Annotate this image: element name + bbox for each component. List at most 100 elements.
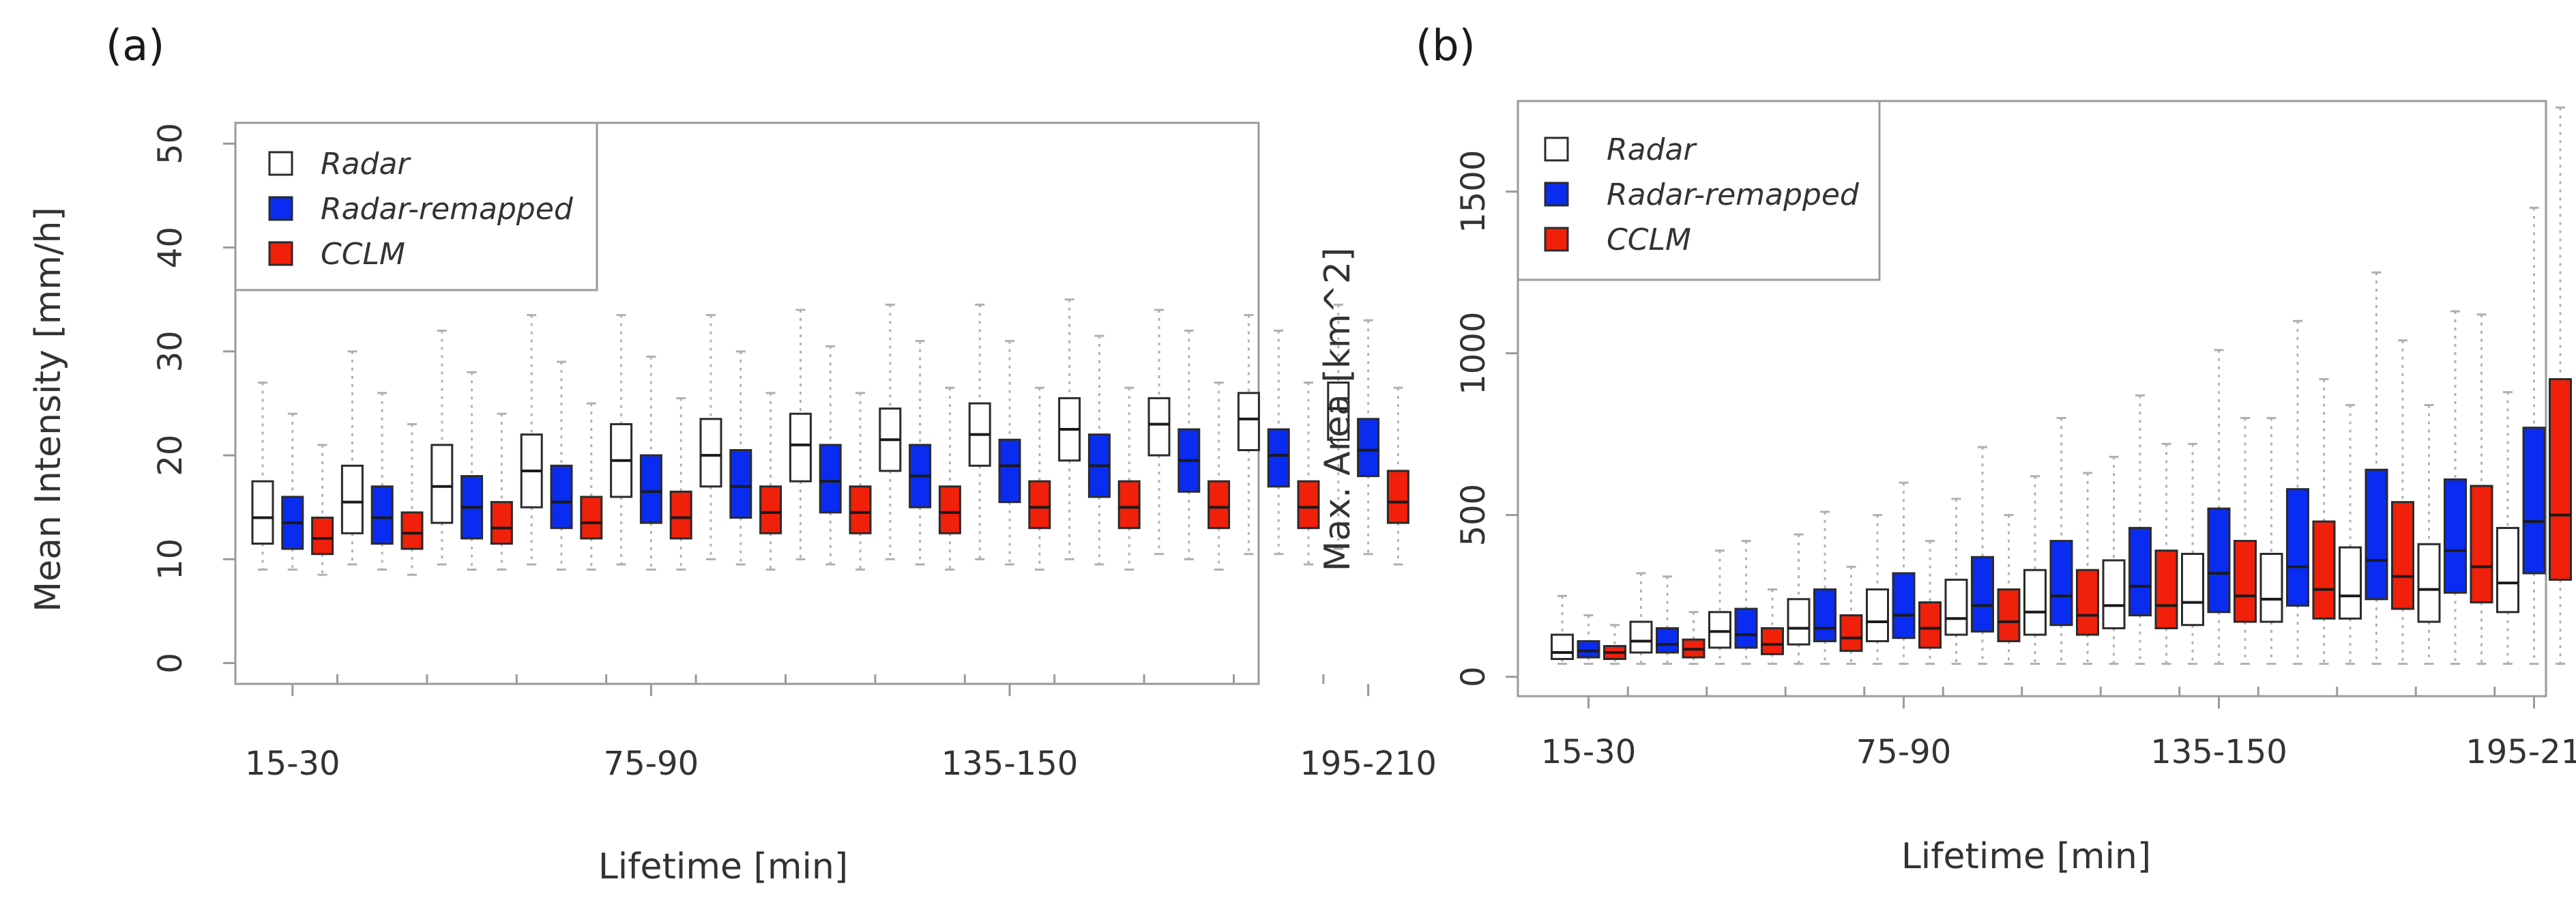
box-iqr [430,444,454,524]
box-iqr [1866,588,1889,642]
panel-a-box-cclm-3 [580,402,603,571]
panel-b-box-cclm-1 [1682,611,1706,665]
panel-a-box-radar-8 [968,303,991,560]
box-iqr [251,480,274,545]
box-iqr [2444,478,2467,594]
panel-a-letter: (a) [106,20,164,70]
panel-b-legend-label-radar: Radar [1607,132,1697,167]
box-iqr [1971,556,1994,633]
panel-b-box-radar-remapped-4 [1892,481,1916,665]
box-iqr [1629,620,1653,654]
panel-a-y-axis: 0 10 20 30 40 50 [151,123,237,674]
panel-a-box-cclm-12 [1386,386,1409,566]
panel-b-box-radar-remapped-8 [2207,349,2231,665]
panel-a-x-tick-label: 195-210 [1300,745,1437,783]
panel-b-x-axis: 15-30 75-90 135-150 195-210 [1541,687,2576,771]
box-iqr [1839,614,1863,652]
panel-a-box-cclm-9 [1117,386,1141,571]
panel-a-x-tick-label: 75-90 [604,745,699,783]
panel-b-box-radar-3 [1787,533,1811,665]
panel-b-box-radar-10 [2339,403,2362,665]
box-iqr [2339,546,2362,620]
box-iqr [550,464,573,530]
panel-a-box-radar-remapped-1 [370,392,394,571]
panel-a-legend-swatch-radar-remapped [268,196,293,221]
box-iqr [1944,578,1968,636]
box-iqr [2417,543,2441,623]
box-iqr [729,449,752,519]
panel-a-box-radar-remapped-9 [1087,334,1111,566]
box-iqr [669,490,692,540]
panel-b-box-radar-5 [1944,498,1968,665]
panel-b-box-radar-remapped-9 [2286,319,2309,665]
panel-a-box-radar-2 [430,329,454,566]
panel-a-x-tick-label: 135-150 [941,745,1079,783]
panel-a-box-radar-4 [610,314,633,566]
panel-b-y-tick-label: 500 [1454,484,1493,547]
panel-b-box-radar-8 [2181,442,2204,665]
panel-b-box-cclm-3 [1839,565,1863,665]
box-iqr [2102,559,2126,629]
box-iqr [938,485,961,534]
box-iqr [2470,485,2493,604]
panel-b-legend-label-cclm: CCLM [1607,223,1691,257]
panel-a-x-axis: 15-30 75-90 135-150 195-210 [245,674,1437,783]
box-iqr [2365,468,2388,601]
panel-a-box-radar-12 [1327,303,1350,550]
panel-a-box-radar-remapped-5 [729,350,752,566]
box-iqr [789,412,812,483]
panel-a-box-radar-remapped-3 [550,360,573,571]
box-iqr [699,418,722,488]
box-iqr [1577,640,1600,659]
panel-b-y-tick-label: 1500 [1454,150,1493,233]
box-iqr [400,511,424,550]
panel-a-box-radar-remapped-0 [281,412,304,571]
panel-a-box-cclm-2 [490,412,513,571]
box-iqr [2023,569,2047,636]
panel-a-y-tick-label: 20 [151,435,190,476]
panel-a-box-cclm-10 [1208,382,1231,571]
panel-a-box-radar-7 [879,303,902,560]
box-iqr [1892,572,1916,640]
panel-b-legend: Radar Radar-remapped CCLM [1517,100,1881,281]
panel-a-y-tick-label: 0 [151,652,190,674]
box-iqr [1997,588,2021,642]
panel-b-box-cclm-9 [2312,378,2336,665]
panel-b-x-tick-label: 195-210 [2465,733,2576,771]
panel-a-box-radar-11 [1237,314,1260,556]
panel-b-x-tick-label: 15-30 [1541,733,1636,771]
panel-a-box-radar-remapped-2 [460,371,484,571]
panel-a-legend: Radar Radar-remapped CCLM [234,121,598,291]
panel-a-box-radar-3 [520,314,543,566]
panel-b-box-radar-4 [1866,514,1889,665]
panel-a-legend-frame [234,121,598,291]
panel-a-box-radar-1 [340,350,364,566]
box-iqr [1787,598,1811,646]
box-iqr [1117,480,1141,530]
panel-b-box-radar-remapped-1 [1656,575,1679,665]
panel-b-box-radar-2 [1708,549,1731,665]
box-iqr [819,444,842,514]
panel-a-y-tick-label: 50 [151,123,190,164]
panel-a-box-radar-9 [1058,298,1081,560]
box-iqr [1761,627,1784,655]
panel-a-box-radar-6 [789,309,812,560]
box-iqr [2522,427,2546,575]
panel-b-y-axis: 0 500 1000 1500 [1454,150,1519,687]
panel-a-box-cclm-1 [400,422,424,576]
box-iqr [311,516,334,556]
panel-b-box-cclm-12 [2549,106,2572,665]
panel-a-x-axis-title: Lifetime [min] [598,846,848,887]
panel-b-x-axis-title: Lifetime [min] [1901,836,2151,877]
panel-b-letter: (b) [1416,20,1476,70]
panel-a-box-radar-remapped-4 [639,356,662,571]
box-iqr [1551,633,1574,661]
box-iqr [490,501,513,545]
panel-b-legend-swatch-radar-remapped [1544,182,1569,207]
box-iqr [2076,569,2099,636]
panel-b-box-radar-11 [2417,403,2441,665]
panel-a-y-tick-label: 30 [151,330,190,372]
box-iqr [1357,418,1380,478]
panel-a-legend-label-cclm: CCLM [321,237,405,272]
box-iqr [1147,397,1171,457]
